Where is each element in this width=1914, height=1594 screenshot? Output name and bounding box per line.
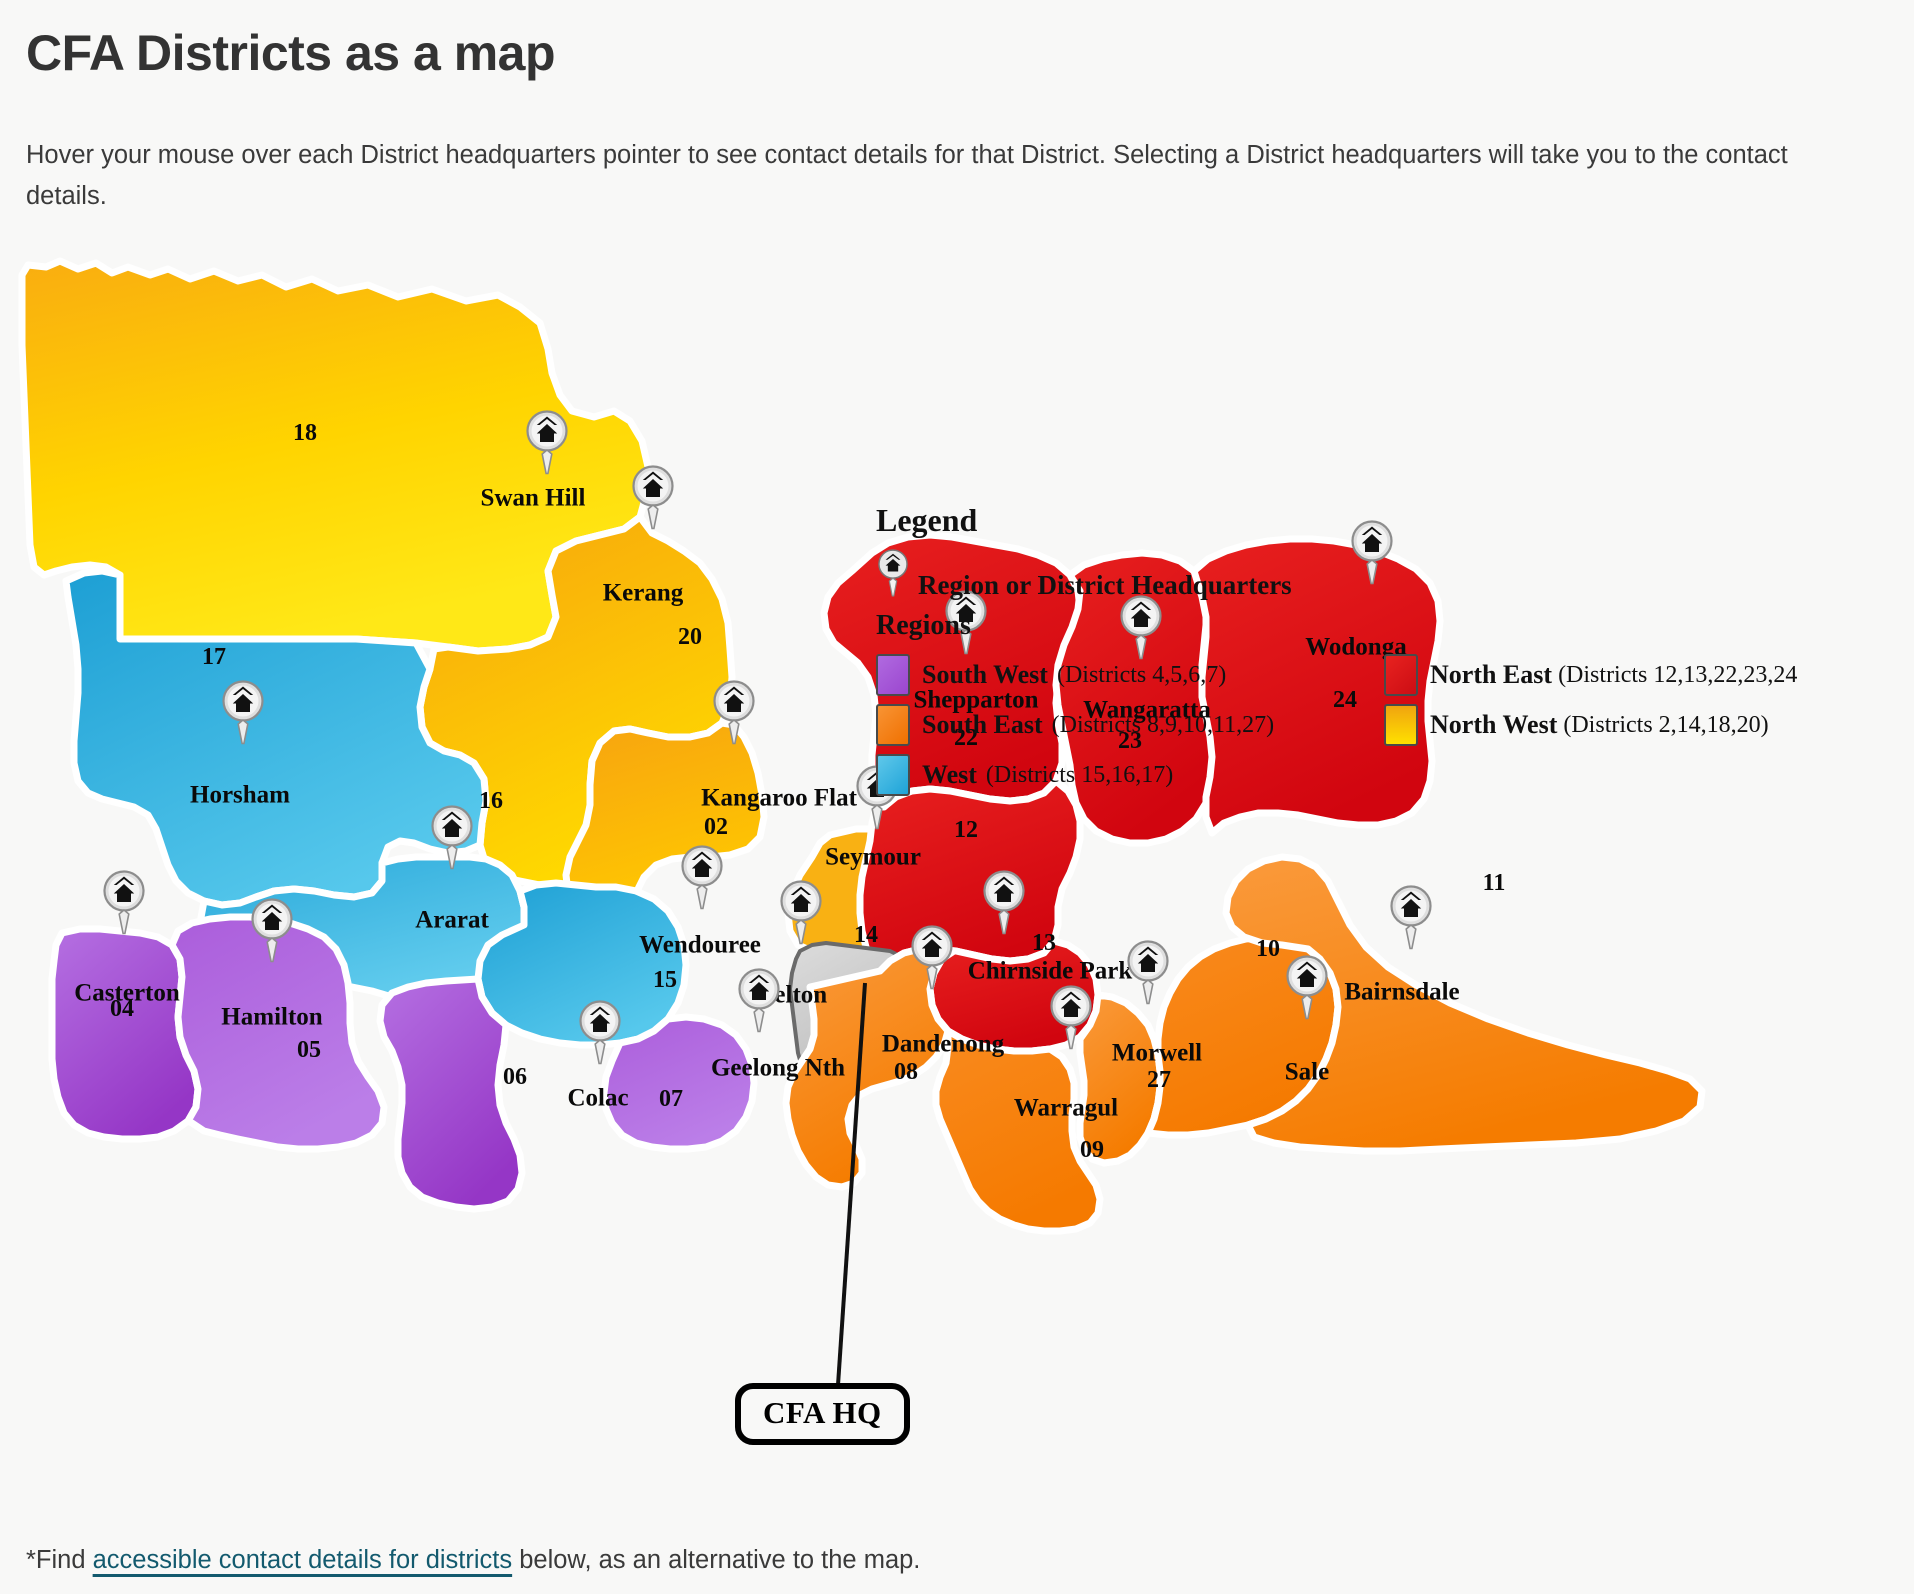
legend-swatch-north-east: [1384, 654, 1418, 697]
footnote-suffix: below, as an alternative to the map.: [512, 1546, 921, 1574]
legend-item-north-east: North East (Districts 12,13,22,23,24: [1384, 650, 1797, 700]
footnote: *Find accessible contact details for dis…: [26, 1546, 920, 1575]
hq-pin-wendouree[interactable]: [679, 844, 725, 910]
legend-region-name: South West: [922, 660, 1048, 690]
legend-headquarters-row: Region or District Headquarters: [876, 542, 1906, 604]
legend-swatch-south-east: [876, 704, 910, 747]
legend-region-grid: South West (Districts 4,5,6,7) South East (…: [876, 650, 1906, 810]
hq-pin-bairnsdale[interactable]: [1388, 884, 1434, 950]
legend-region-name: West: [922, 760, 977, 790]
legend-swatch-west: [876, 754, 910, 797]
map-legend: Legend Region or District Headquarters R…: [876, 502, 1906, 810]
victoria-cfa-districts-map[interactable]: [0, 245, 1914, 1505]
footnote-prefix: *Find: [26, 1546, 93, 1574]
legend-region-name: South East: [922, 710, 1043, 740]
page-title: CFA Districts as a map: [26, 25, 556, 81]
hq-pin-melton[interactable]: [778, 879, 824, 945]
legend-title: Legend: [876, 502, 978, 538]
legend-region-districts: (Districts 4,5,6,7): [1056, 661, 1227, 688]
hq-pin-hamilton[interactable]: [249, 897, 295, 963]
hq-pin-wodonga[interactable]: [1349, 519, 1395, 585]
map-container[interactable]: 18 17 16 20 02 04 05 06 07 15 14 22 23 24 12 13 08 09 27 10…: [0, 245, 1914, 1505]
legend-region-districts: (Districts 8,9,10,11,27): [1051, 711, 1275, 738]
legend-region-districts: (Districts 15,16,17): [985, 761, 1174, 788]
accessible-contact-details-link[interactable]: accessible contact details for districts: [92, 1546, 513, 1574]
hq-pin-colac[interactable]: [577, 999, 623, 1065]
hq-pin-morwell[interactable]: [1125, 939, 1171, 1005]
hq-pin-kerang[interactable]: [630, 464, 676, 530]
hq-pin-horsham[interactable]: [220, 679, 266, 745]
district-09-region: [932, 1027, 1104, 1235]
legend-regions-heading: Regions: [876, 610, 971, 642]
legend-region-districts: (Districts 2,14,18,20): [1563, 711, 1769, 738]
legend-swatch-south-west: [876, 654, 910, 697]
district-27-region: [1076, 991, 1164, 1167]
hq-pin-warragul[interactable]: [1048, 984, 1094, 1050]
hq-leader-line: [836, 982, 867, 1386]
district-05-region: [168, 913, 388, 1153]
hq-pin-sale[interactable]: [1284, 954, 1330, 1020]
district-23-region: [1052, 549, 1218, 847]
district-06-region: [376, 975, 526, 1213]
legend-item-south-west: South West (Districts 4,5,6,7): [876, 650, 1274, 700]
hq-pin-geelong-nth[interactable]: [736, 967, 782, 1033]
legend-column-right: North East (Districts 12,13,22,23,24 North…: [1384, 650, 1797, 750]
hq-pin-chirnside-park[interactable]: [981, 869, 1027, 935]
legend-item-south-east: South East (Districts 8,9,10,11,27): [876, 700, 1274, 750]
legend-column-left: South West (Districts 4,5,6,7) South East (…: [876, 650, 1274, 800]
cfa-hq-callout[interactable]: CFA HQ: [735, 1383, 910, 1446]
district-11-region: [1222, 853, 1706, 1155]
legend-headquarters-label: Region or District Headquarters: [918, 569, 1292, 600]
intro-text: Hover your mouse over each District head…: [26, 141, 1788, 210]
hq-pin-casterton[interactable]: [101, 869, 147, 935]
hq-pin-dandenong[interactable]: [909, 924, 955, 990]
headquarters-pin-icon: [876, 547, 910, 599]
legend-item-north-west: North West (Districts 2,14,18,20): [1384, 700, 1797, 750]
legend-region-name: North West: [1430, 710, 1558, 740]
legend-region-districts: (Districts 12,13,22,23,24: [1558, 661, 1798, 688]
legend-item-west: West (Districts 15,16,17): [876, 750, 1274, 800]
district-08-region: [782, 945, 952, 1191]
hq-pin-ararat[interactable]: [429, 804, 475, 870]
hq-pin-wangaratta[interactable]: [1118, 594, 1164, 660]
legend-swatch-north-west: [1384, 704, 1418, 747]
district-07-region: [600, 1013, 758, 1153]
hq-pin-shepparton[interactable]: [943, 589, 989, 655]
district-04-region: [48, 925, 202, 1143]
hq-pin-kangaroo-flat[interactable]: [711, 679, 757, 745]
hq-pin-swan-hill[interactable]: [524, 409, 570, 475]
legend-region-name: North East: [1430, 660, 1553, 690]
